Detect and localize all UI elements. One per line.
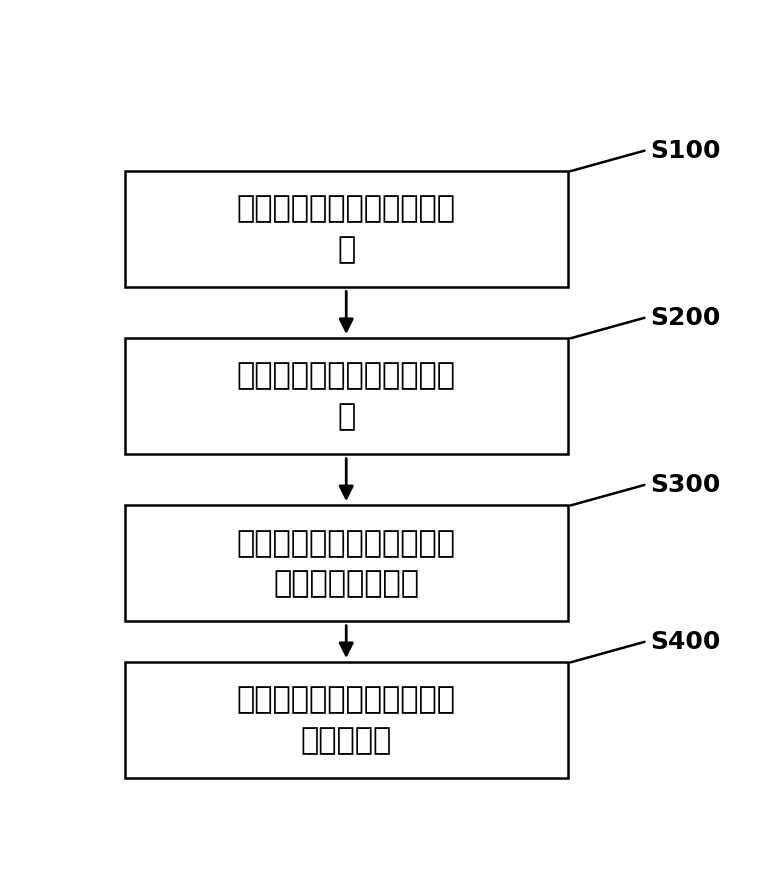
Bar — [125, 663, 568, 778]
Text: 形成目标幅值的波形搜索区
域: 形成目标幅值的波形搜索区 域 — [237, 361, 456, 431]
Text: S300: S300 — [651, 473, 721, 497]
Text: 输出虚拟采样点的幅值信息
和时间信息: 输出虚拟采样点的幅值信息 和时间信息 — [237, 686, 456, 755]
Text: 确定目标幅值在波形搜索区
域内的虚拟采样点: 确定目标幅值在波形搜索区 域内的虚拟采样点 — [237, 529, 456, 598]
Bar — [125, 505, 568, 621]
Bar — [125, 338, 568, 455]
Bar — [125, 171, 568, 287]
Text: S400: S400 — [651, 630, 721, 654]
Text: 获取数字时域信号的波形信
息: 获取数字时域信号的波形信 息 — [237, 194, 456, 264]
Text: S200: S200 — [651, 306, 721, 330]
Text: S100: S100 — [651, 139, 721, 163]
